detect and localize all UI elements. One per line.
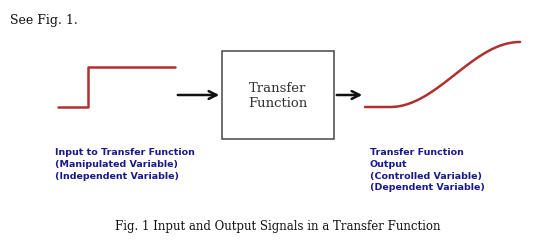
Text: See Fig. 1.: See Fig. 1. [10, 14, 78, 27]
Text: Transfer Function
Output
(Controlled Variable)
(Dependent Variable): Transfer Function Output (Controlled Var… [370, 148, 485, 192]
Bar [222, 52, 334, 140]
Text: Input to Transfer Function
(Manipulated Variable)
(Independent Variable): Input to Transfer Function (Manipulated … [55, 148, 195, 180]
Text: Transfer
Function: Transfer Function [248, 82, 307, 110]
Text: Fig. 1 Input and Output Signals in a Transfer Function: Fig. 1 Input and Output Signals in a Tra… [115, 219, 441, 232]
